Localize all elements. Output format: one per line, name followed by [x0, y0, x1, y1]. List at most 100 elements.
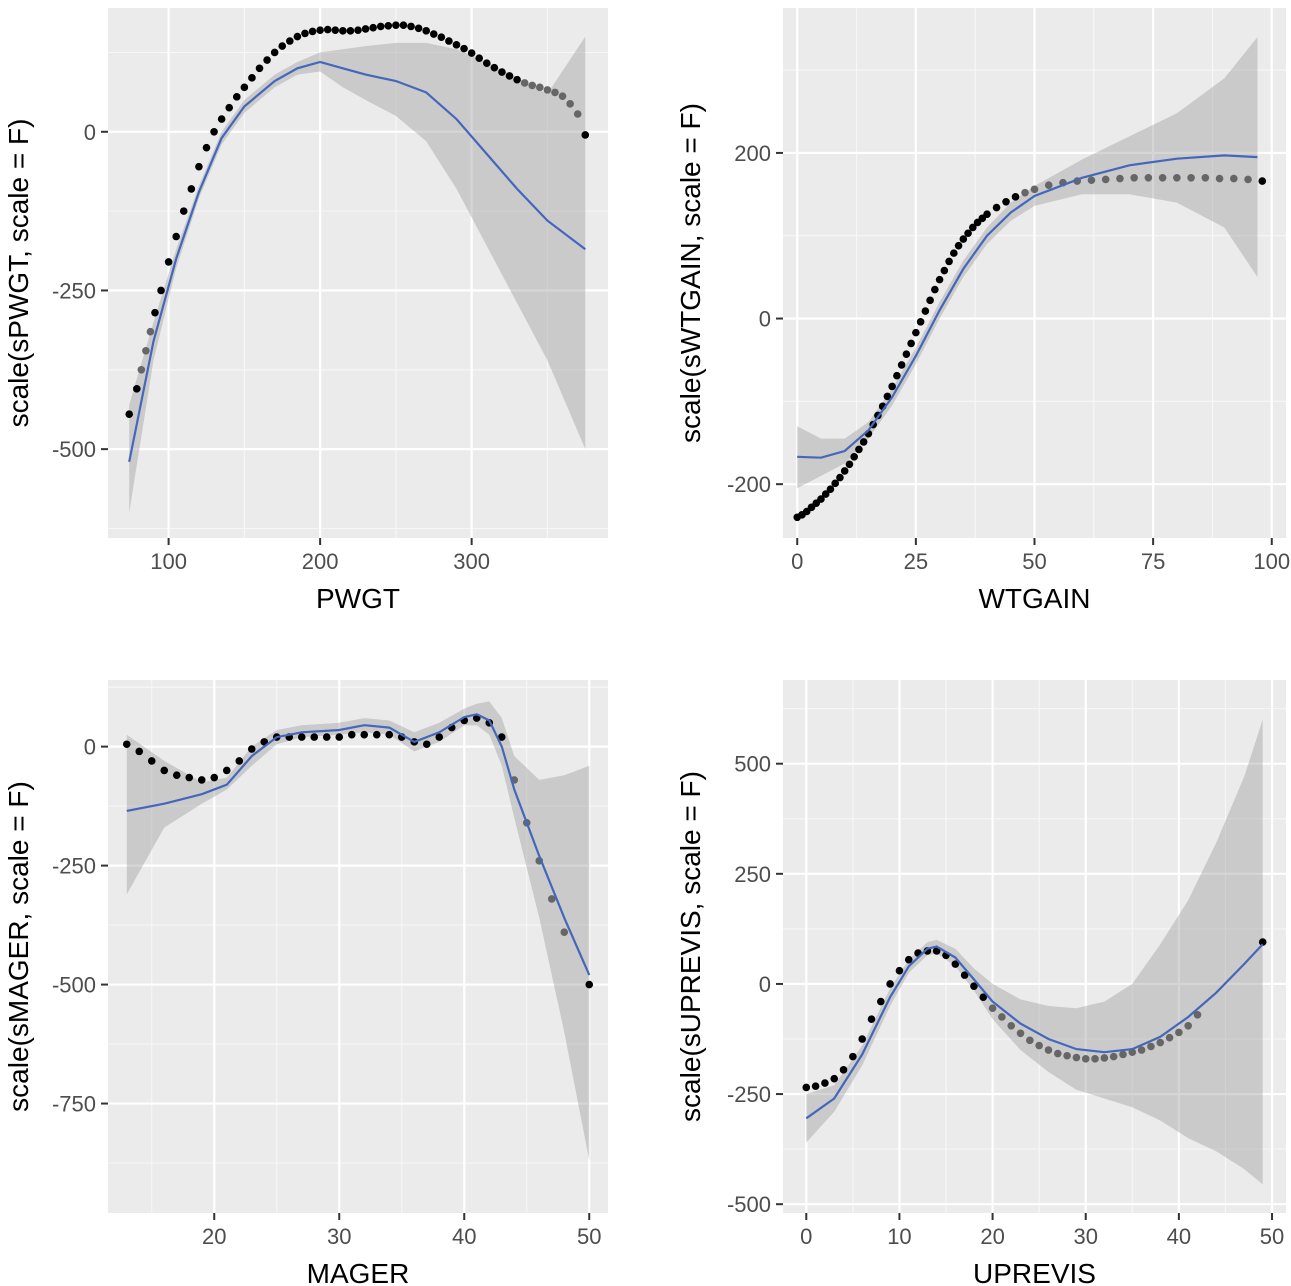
data-point [1258, 177, 1267, 185]
data-point [839, 1066, 848, 1074]
data-point [513, 75, 521, 84]
data-point [339, 27, 347, 35]
data-point [886, 980, 894, 988]
data-point [147, 757, 156, 765]
data-point [1144, 173, 1153, 182]
data-point [935, 275, 944, 284]
data-point [286, 37, 294, 45]
y-tick-label: 0 [759, 972, 771, 997]
data-point [232, 93, 241, 101]
data-point [998, 1013, 1006, 1021]
data-point [1137, 1046, 1146, 1054]
data-point [467, 49, 476, 57]
plot-area [793, 37, 1267, 522]
data-point [826, 485, 835, 493]
data-point [385, 730, 394, 739]
data-point [1021, 188, 1029, 197]
x-tick-label: 50 [1022, 549, 1046, 574]
data-point [263, 56, 271, 64]
data-point [247, 745, 256, 753]
data-point [399, 21, 408, 29]
data-point [1109, 1052, 1118, 1061]
data-point [347, 730, 356, 739]
data-point [195, 162, 203, 171]
data-point [1016, 1029, 1025, 1038]
y-axis-title: scale(sUPREVIS, scale = F) [675, 771, 706, 1122]
y-tick-label: 250 [734, 862, 771, 887]
data-point [125, 410, 134, 419]
data-point [392, 21, 400, 29]
x-tick-label: 100 [150, 549, 187, 574]
data-point [202, 143, 211, 152]
data-point [146, 327, 155, 336]
data-point [460, 44, 468, 53]
data-point [1044, 181, 1053, 190]
x-tick-label: 30 [327, 1224, 351, 1249]
data-point [1072, 1053, 1081, 1062]
x-tick-label: 20 [202, 1224, 226, 1249]
panel-uprevis: 0 10 20 30 40 50 500 250 0 -250 -500 UPREVIS scale(s… [675, 680, 1286, 1286]
grid [783, 8, 1286, 538]
data-points [122, 714, 594, 989]
data-point [1193, 1010, 1202, 1019]
data-point [452, 41, 461, 49]
y-tick-label: -500 [727, 1192, 771, 1217]
y-axis: 0 -250 -500 [52, 120, 108, 462]
data-point [951, 960, 960, 968]
data-point [301, 29, 309, 38]
smooth-fit-line [126, 713, 591, 976]
panel-wtgain: 0 25 50 75 100 200 0 -200 WTGAIN scale(sWTGAIN, s… [675, 8, 1290, 614]
data-point [179, 207, 188, 215]
y-axis: 0 -250 -500 -750 [52, 735, 108, 1117]
x-tick-label: 25 [904, 549, 928, 574]
data-point [498, 68, 506, 76]
data-point [164, 258, 173, 266]
data-point [372, 730, 381, 739]
data-point [482, 59, 491, 68]
data-point [566, 100, 574, 108]
data-point [1116, 174, 1124, 183]
data-point [904, 955, 913, 964]
data-point [354, 26, 362, 35]
x-axis: 0 10 20 30 40 50 [800, 1213, 1284, 1249]
data-point [912, 328, 920, 337]
x-tick-label: 100 [1253, 549, 1290, 574]
data-point [1030, 185, 1039, 194]
data-point [926, 296, 934, 305]
y-tick-label: -200 [727, 472, 771, 497]
data-point [520, 79, 529, 87]
data-point [407, 22, 415, 31]
data-point [1230, 174, 1238, 183]
data-point [260, 738, 269, 746]
data-point [132, 385, 141, 393]
data-point [445, 37, 453, 45]
smooth-fit-line [128, 60, 586, 463]
data-point [585, 980, 594, 989]
data-point [1101, 175, 1110, 184]
data-point [376, 22, 385, 31]
confidence-ribbon [129, 36, 586, 513]
data-point [316, 26, 324, 35]
data-point [475, 54, 484, 62]
data-point [1244, 175, 1252, 184]
data-point [122, 740, 131, 749]
data-point [858, 1035, 866, 1043]
x-tick-label: 0 [800, 1224, 812, 1249]
data-point [970, 982, 978, 990]
x-axis-title: MAGER [307, 1258, 410, 1286]
y-tick-label: -500 [52, 437, 96, 462]
data-point [422, 740, 431, 749]
data-point [536, 83, 544, 92]
data-point [331, 26, 340, 35]
x-axis: 20 30 40 50 [202, 1213, 601, 1249]
data-point [435, 733, 444, 741]
data-point [895, 966, 904, 975]
data-point [160, 766, 169, 775]
data-points [793, 173, 1267, 522]
x-axis-title: UPREVIS [973, 1258, 1096, 1286]
data-point [1087, 176, 1096, 185]
data-point [346, 27, 355, 35]
data-point [831, 479, 839, 488]
data-point [1026, 1036, 1034, 1045]
data-point [893, 371, 901, 380]
